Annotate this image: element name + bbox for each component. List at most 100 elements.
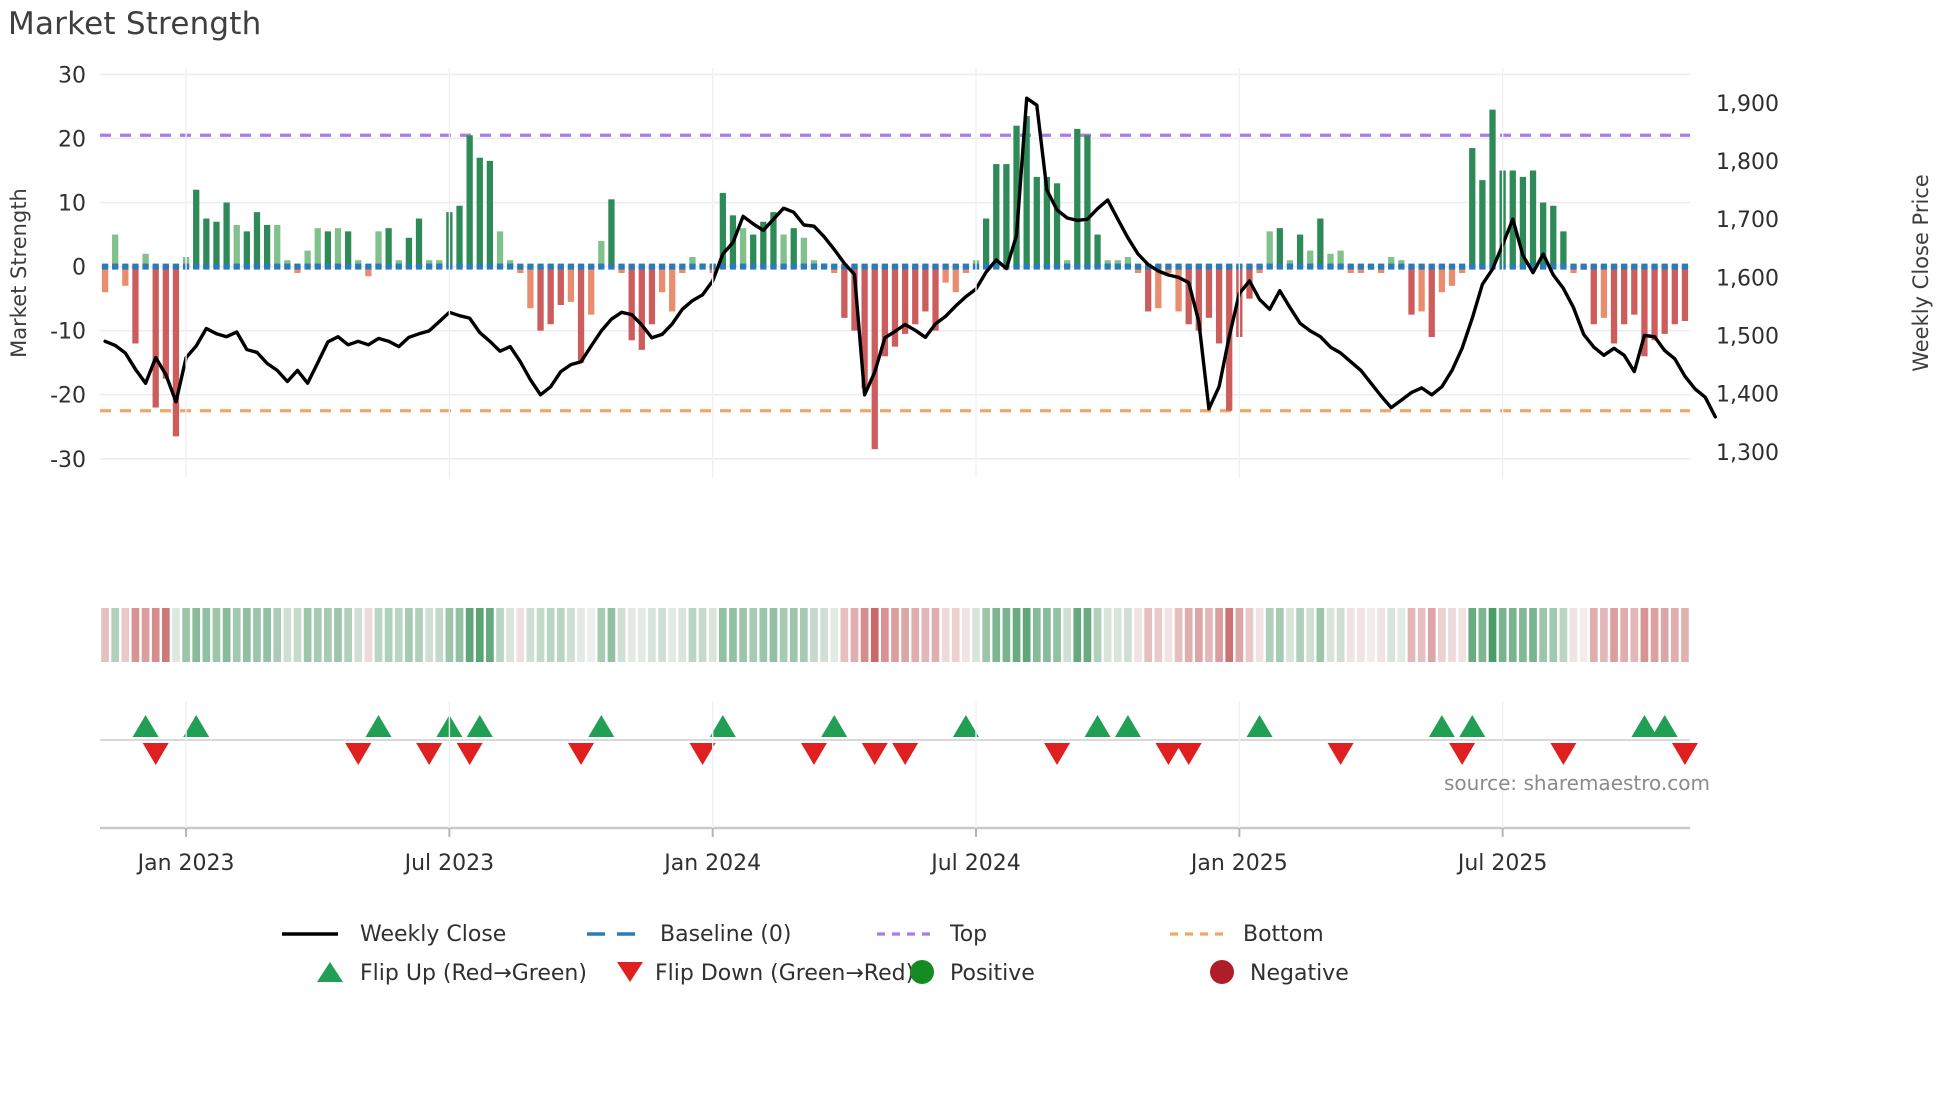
legend-item[interactable]: Negative bbox=[1210, 960, 1349, 986]
bar-series bbox=[101, 109, 1689, 450]
baseline-segment bbox=[1519, 263, 1527, 270]
triangle-down-red-icon bbox=[617, 962, 643, 982]
x-axis-tick: Jul 2025 bbox=[1456, 851, 1548, 876]
baseline-segment bbox=[1185, 263, 1192, 270]
strength-bar bbox=[1600, 266, 1608, 318]
baseline-segment bbox=[152, 263, 159, 270]
strength-bar bbox=[912, 266, 919, 325]
baseline-segment bbox=[1580, 263, 1587, 270]
baseline-segment bbox=[618, 263, 625, 270]
triangle-up-green-icon[interactable] bbox=[365, 715, 392, 737]
baseline-segment bbox=[263, 263, 271, 270]
baseline-segment bbox=[719, 263, 726, 270]
triangle-up-green-icon[interactable] bbox=[1459, 715, 1486, 737]
legend-item[interactable]: Baseline (0) bbox=[587, 922, 791, 947]
triangle-down-red-icon[interactable] bbox=[568, 743, 595, 765]
heatmap-cell bbox=[901, 608, 909, 662]
triangle-up-green-icon[interactable] bbox=[1428, 715, 1455, 737]
triangle-down-red-icon[interactable] bbox=[1327, 743, 1354, 765]
strength-bar bbox=[1064, 260, 1071, 267]
triangle-down-red-icon[interactable] bbox=[1175, 743, 1202, 765]
heatmap-cell bbox=[1063, 608, 1072, 662]
triangle-down-red-icon[interactable] bbox=[1155, 743, 1182, 765]
strength-bar bbox=[284, 260, 291, 267]
triangle-up-green-icon[interactable] bbox=[588, 715, 615, 737]
baseline-segment bbox=[1550, 263, 1557, 270]
legend-label: Weekly Close bbox=[360, 922, 506, 947]
heatmap-cell bbox=[1488, 608, 1497, 662]
triangle-up-green-icon[interactable] bbox=[132, 715, 159, 737]
triangle-up-green-icon[interactable] bbox=[1084, 715, 1111, 737]
baseline-segment bbox=[253, 263, 261, 270]
heatmap-cell bbox=[648, 608, 656, 662]
strength-bar bbox=[203, 218, 210, 267]
strength-bar bbox=[1307, 250, 1314, 267]
legend-item[interactable]: Flip Down (Green→Red) bbox=[617, 961, 914, 986]
strength-bar bbox=[790, 228, 797, 267]
baseline-segment bbox=[1286, 263, 1294, 270]
triangle-up-green-icon[interactable] bbox=[1651, 715, 1678, 737]
triangle-down-red-icon[interactable] bbox=[345, 743, 372, 765]
baseline-segment bbox=[1226, 263, 1233, 270]
triangle-down-red-icon[interactable] bbox=[1671, 743, 1698, 765]
strength-bar bbox=[1398, 260, 1405, 267]
legend-item[interactable]: Positive bbox=[910, 960, 1035, 986]
baseline-segment bbox=[1570, 263, 1577, 270]
y-axis-tick-right: 1,800 bbox=[1716, 150, 1779, 175]
heatmap-cell bbox=[455, 608, 464, 662]
triangle-down-red-icon[interactable] bbox=[861, 743, 888, 765]
heatmap-cell bbox=[1043, 608, 1051, 662]
triangle-down-red-icon[interactable] bbox=[1449, 743, 1476, 765]
triangle-down-red-icon[interactable] bbox=[456, 743, 483, 765]
heatmap-cell bbox=[850, 608, 859, 662]
heatmap-cell bbox=[1205, 608, 1213, 662]
triangle-up-green-icon[interactable] bbox=[183, 715, 210, 737]
heatmap-cell bbox=[1660, 608, 1669, 662]
baseline-segment bbox=[517, 263, 524, 270]
heatmap-cell bbox=[1184, 608, 1193, 662]
baseline-segment bbox=[1033, 263, 1040, 270]
baseline-segment bbox=[780, 263, 787, 270]
triangle-down-red-icon[interactable] bbox=[800, 743, 827, 765]
legend-item[interactable]: Bottom bbox=[1170, 922, 1324, 947]
heatmap-cell bbox=[121, 608, 130, 662]
legend-item[interactable]: Top bbox=[877, 922, 987, 947]
heatmap-cell bbox=[1519, 608, 1527, 662]
strength-bar bbox=[891, 266, 899, 347]
heatmap-cell bbox=[597, 608, 606, 662]
baseline-segment bbox=[1296, 263, 1304, 270]
strength-bar bbox=[334, 228, 342, 267]
baseline-segment bbox=[739, 263, 747, 270]
flip-down-markers bbox=[142, 743, 1698, 765]
triangle-up-green-icon[interactable] bbox=[709, 715, 736, 737]
baseline-segment bbox=[233, 263, 240, 270]
baseline-segment bbox=[223, 263, 230, 270]
triangle-up-green-icon[interactable] bbox=[1631, 715, 1658, 737]
baseline-segment bbox=[132, 263, 139, 270]
heatmap-cell bbox=[232, 608, 241, 662]
triangle-down-red-icon[interactable] bbox=[1550, 743, 1577, 765]
heatmap-cell bbox=[1478, 608, 1487, 662]
strength-bar bbox=[324, 231, 332, 267]
triangle-up-green-icon[interactable] bbox=[1114, 715, 1141, 737]
triangle-up-green-icon[interactable] bbox=[1246, 715, 1273, 737]
baseline-segment bbox=[901, 263, 909, 270]
baseline-segment bbox=[1124, 263, 1132, 270]
legend-item[interactable]: Flip Up (Red→Green) bbox=[317, 961, 587, 986]
triangle-up-green-icon[interactable] bbox=[466, 715, 493, 737]
triangle-up-green-icon[interactable] bbox=[952, 715, 979, 737]
heatmap-cell bbox=[1579, 608, 1588, 662]
triangle-down-red-icon[interactable] bbox=[142, 743, 169, 765]
heatmap-cell bbox=[1427, 608, 1436, 662]
triangle-down-red-icon[interactable] bbox=[689, 743, 716, 765]
triangle-down-red-icon[interactable] bbox=[416, 743, 443, 765]
baseline-segment bbox=[142, 263, 149, 270]
triangle-down-red-icon[interactable] bbox=[1044, 743, 1071, 765]
heatmap-cell bbox=[951, 608, 960, 662]
legend-item[interactable]: Weekly Close bbox=[282, 922, 506, 947]
heatmap-cell bbox=[1529, 608, 1537, 662]
triangle-up-green-icon[interactable] bbox=[821, 715, 848, 737]
triangle-down-red-icon[interactable] bbox=[892, 743, 919, 765]
strength-bar bbox=[1286, 260, 1294, 267]
strength-bar bbox=[1266, 231, 1273, 267]
